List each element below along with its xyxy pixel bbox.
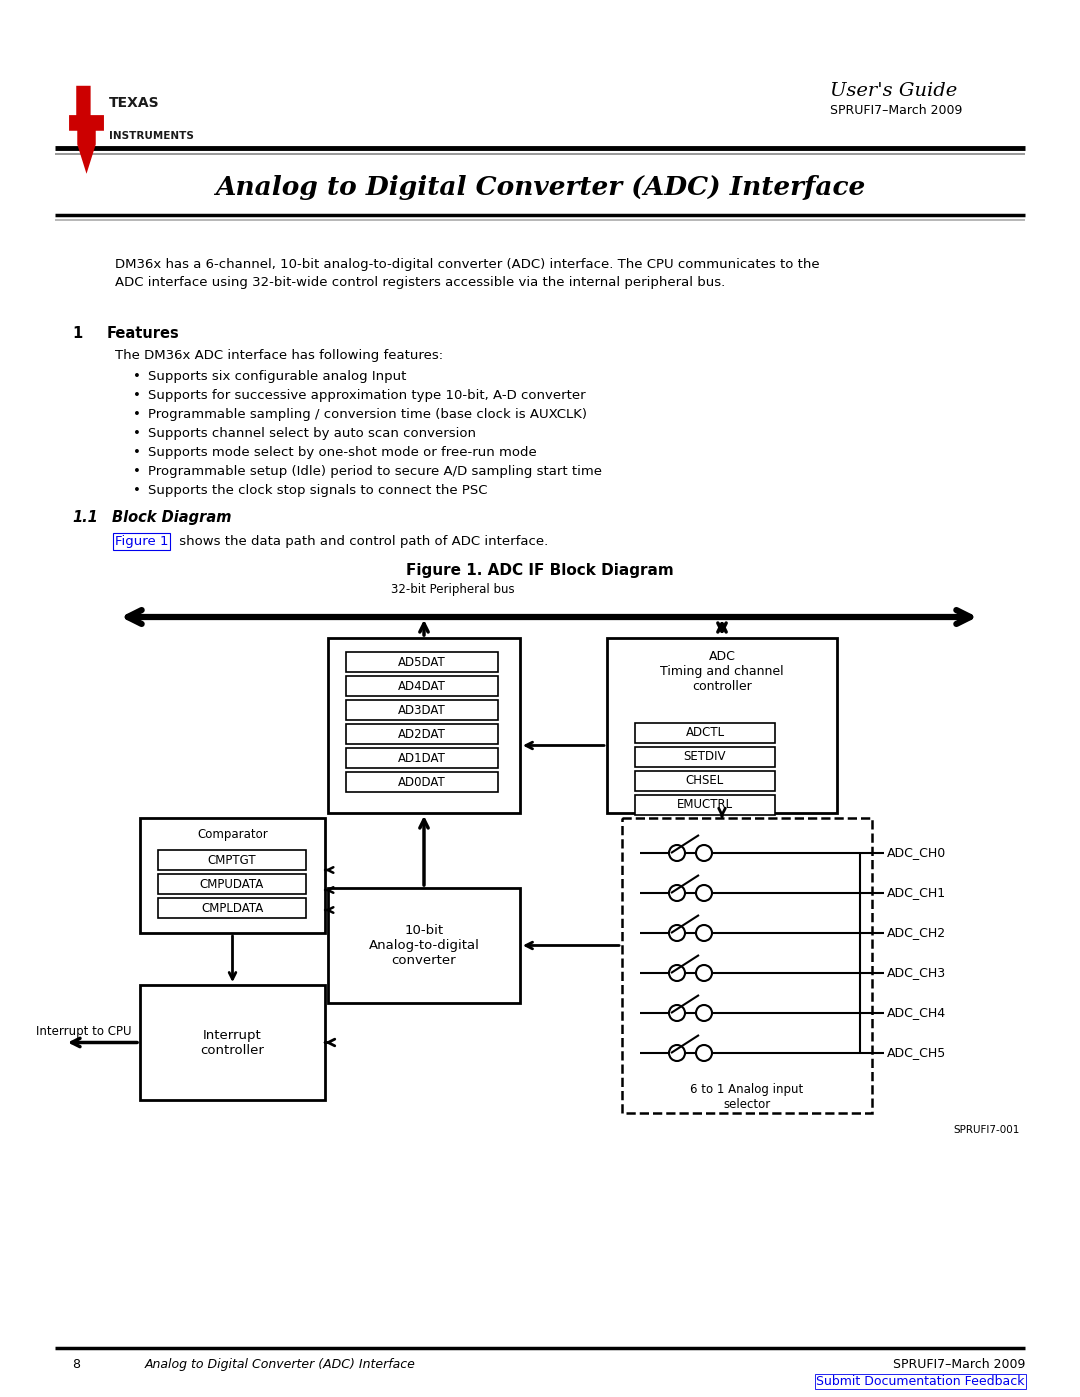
Bar <box>346 773 498 792</box>
Bar <box>607 638 837 813</box>
Text: 32-bit Peripheral bus: 32-bit Peripheral bus <box>391 583 515 597</box>
Text: CMPUDATA: CMPUDATA <box>200 877 265 890</box>
Text: 8: 8 <box>72 1358 80 1370</box>
Text: Supports the clock stop signals to connect the PSC: Supports the clock stop signals to conne… <box>148 483 487 497</box>
Text: Analog to Digital Converter (ADC) Interface: Analog to Digital Converter (ADC) Interf… <box>215 175 865 200</box>
Bar <box>635 724 775 743</box>
Text: ADC_CH3: ADC_CH3 <box>887 967 946 979</box>
Bar <box>158 875 306 894</box>
Text: •: • <box>133 427 140 440</box>
Bar <box>635 747 775 767</box>
Text: •: • <box>133 483 140 497</box>
Text: 1: 1 <box>72 326 82 341</box>
Text: •: • <box>133 446 140 460</box>
Text: Supports channel select by auto scan conversion: Supports channel select by auto scan con… <box>148 427 476 440</box>
Bar <box>635 795 775 814</box>
Bar <box>346 676 498 696</box>
Text: •: • <box>133 388 140 402</box>
Text: Figure 1. ADC IF Block Diagram: Figure 1. ADC IF Block Diagram <box>406 563 674 578</box>
Text: Submit Documentation Feedback: Submit Documentation Feedback <box>816 1375 1025 1389</box>
Text: EMUCTRL: EMUCTRL <box>677 799 733 812</box>
Text: Features: Features <box>107 326 179 341</box>
Text: •: • <box>133 465 140 478</box>
Text: ADC_CH4: ADC_CH4 <box>887 1006 946 1020</box>
Text: AD3DAT: AD3DAT <box>399 704 446 717</box>
Text: ADC_CH0: ADC_CH0 <box>887 847 946 859</box>
Text: Comparator: Comparator <box>198 828 268 841</box>
Text: ADCTL: ADCTL <box>686 726 725 739</box>
Text: TEXAS: TEXAS <box>109 95 160 109</box>
Text: CMPTGT: CMPTGT <box>207 854 256 866</box>
Text: User's Guide: User's Guide <box>831 82 957 101</box>
Text: AD5DAT: AD5DAT <box>399 655 446 669</box>
Polygon shape <box>69 85 104 173</box>
Text: SPRUFI7–March 2009: SPRUFI7–March 2009 <box>893 1358 1025 1370</box>
Bar <box>346 652 498 672</box>
Text: ADC_CH5: ADC_CH5 <box>887 1046 946 1059</box>
Bar <box>328 888 519 1003</box>
Text: ADC_CH2: ADC_CH2 <box>887 926 946 940</box>
Bar <box>140 819 325 933</box>
Text: Analog to Digital Converter (ADC) Interface: Analog to Digital Converter (ADC) Interf… <box>145 1358 416 1370</box>
Text: ADC
Timing and channel
controller: ADC Timing and channel controller <box>660 650 784 693</box>
Text: shows the data path and control path of ADC interface.: shows the data path and control path of … <box>175 535 549 548</box>
Text: Interrupt
controller: Interrupt controller <box>201 1028 265 1056</box>
Text: Figure 1: Figure 1 <box>114 535 168 548</box>
Text: SPRUFI7–March 2009: SPRUFI7–March 2009 <box>831 103 962 117</box>
Bar <box>158 898 306 918</box>
Bar <box>622 819 872 1113</box>
Text: Supports mode select by one-shot mode or free-run mode: Supports mode select by one-shot mode or… <box>148 446 537 460</box>
Text: CHSEL: CHSEL <box>686 774 724 788</box>
Text: AD1DAT: AD1DAT <box>399 752 446 764</box>
Text: •: • <box>133 408 140 420</box>
Text: SETDIV: SETDIV <box>684 750 726 764</box>
Text: 6 to 1 Analog input
selector: 6 to 1 Analog input selector <box>690 1083 804 1111</box>
Text: ADC_CH1: ADC_CH1 <box>887 887 946 900</box>
Text: Programmable setup (Idle) period to secure A/D sampling start time: Programmable setup (Idle) period to secu… <box>148 465 602 478</box>
Text: AD2DAT: AD2DAT <box>399 728 446 740</box>
Text: 1.1: 1.1 <box>72 510 98 525</box>
Text: •: • <box>133 370 140 383</box>
Bar <box>346 747 498 768</box>
Bar <box>328 638 519 813</box>
Text: ADC interface using 32-bit-wide control registers accessible via the internal pe: ADC interface using 32-bit-wide control … <box>114 277 726 289</box>
Bar <box>158 849 306 870</box>
Text: Block Diagram: Block Diagram <box>112 510 231 525</box>
Text: Supports six configurable analog Input: Supports six configurable analog Input <box>148 370 406 383</box>
Text: AD0DAT: AD0DAT <box>399 775 446 788</box>
Bar <box>346 700 498 719</box>
Text: 10-bit
Analog-to-digital
converter: 10-bit Analog-to-digital converter <box>368 923 480 967</box>
Text: AD4DAT: AD4DAT <box>399 679 446 693</box>
Bar <box>635 771 775 791</box>
Text: Interrupt to CPU: Interrupt to CPU <box>37 1024 132 1038</box>
Text: The DM36x ADC interface has following features:: The DM36x ADC interface has following fe… <box>114 349 443 362</box>
Text: Supports for successive approximation type 10-bit, A-D converter: Supports for successive approximation ty… <box>148 388 585 402</box>
Text: DM36x has a 6-channel, 10-bit analog-to-digital converter (ADC) interface. The C: DM36x has a 6-channel, 10-bit analog-to-… <box>114 258 820 271</box>
Bar <box>346 724 498 745</box>
Text: SPRUFI7-001: SPRUFI7-001 <box>954 1125 1020 1134</box>
Text: INSTRUMENTS: INSTRUMENTS <box>109 131 194 141</box>
Bar <box>140 985 325 1099</box>
Text: CMPLDATA: CMPLDATA <box>201 901 264 915</box>
Text: Programmable sampling / conversion time (base clock is AUXCLK): Programmable sampling / conversion time … <box>148 408 588 420</box>
